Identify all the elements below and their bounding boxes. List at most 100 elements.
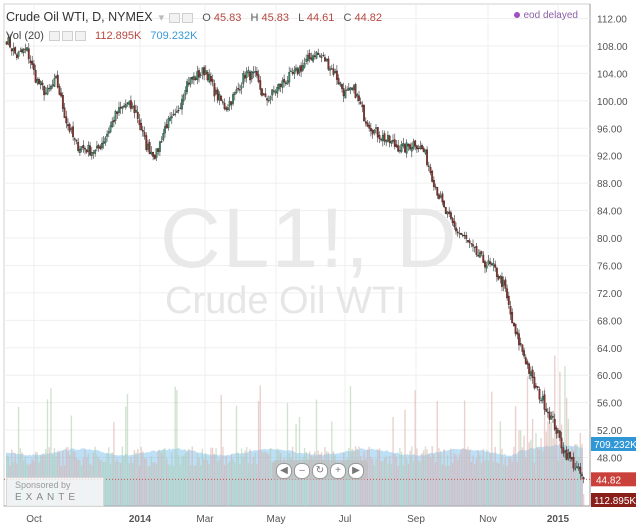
candle-body [456,231,459,233]
volume-bar [349,386,352,506]
candle-body [80,146,83,151]
volume-bar [576,444,578,506]
volume-bar [441,464,444,506]
volume-label[interactable]: Vol (20) [6,30,44,42]
candle-body [106,133,108,137]
candle-body [364,121,367,124]
candle-body [102,141,105,144]
scroll-right-button[interactable]: ▶ [348,463,364,479]
candle-body [107,131,110,134]
volume-bar [46,399,49,506]
volume-bar [281,466,284,506]
watermark-name: Crude Oil WTI [165,280,406,322]
candle-body [7,37,10,45]
candle-body [17,51,20,57]
volume-bar [222,446,224,506]
candle-body [393,139,396,147]
candle-body [427,165,430,167]
reset-button[interactable]: ↻ [312,463,328,479]
candle-body [541,396,544,401]
legend-caret-icon[interactable]: ▾ [158,12,165,24]
x-tick-label: Mar [196,514,214,525]
candle-body [341,84,343,89]
volume-bar [535,433,537,506]
candle-body [53,78,56,87]
candle-body [232,94,234,104]
candle-body [330,68,333,70]
volume-bar [259,385,261,506]
last-price-tag-label: 44.82 [596,475,621,486]
candle-body [130,100,132,109]
candle-body [572,457,575,469]
candle-body [216,89,219,101]
volume-bar [371,459,374,506]
candle-body [436,187,439,196]
candle-body [32,63,35,71]
candle-body [298,67,301,73]
candle-body [227,107,229,111]
candle-body [439,195,442,198]
volume-bar [406,458,408,506]
candle-body [451,218,454,224]
candle-body [254,71,257,73]
candle-body [165,124,168,129]
candle-body [249,71,251,81]
sponsor-box[interactable]: Sponsored by EXANTE [6,477,104,507]
volume-hide-icon[interactable] [48,31,60,42]
volume-bar [189,465,192,506]
volume-bar [104,461,107,506]
candle-body [70,128,73,130]
volume-ma-value: 709.232K [150,30,198,42]
candle-body [39,81,42,86]
candle-body [351,87,354,90]
volume-bar [451,462,454,506]
candle-body [31,60,34,65]
candle-body [203,67,206,76]
volume-bar [555,433,558,506]
candle-body [12,48,15,52]
scroll-left-button[interactable]: ◀ [276,463,292,479]
volume-bar [448,465,450,506]
volume-bar [116,458,118,506]
volume-bar [469,450,471,506]
candle-body [75,139,78,142]
candle-body [443,200,445,208]
candle-body [504,279,507,289]
volume-settings-icon[interactable] [61,31,73,42]
volume-bar [360,456,362,506]
legend-hide-icon[interactable] [169,13,181,24]
zoom-in-button[interactable]: + [330,463,346,479]
candle-body [509,305,512,315]
zoom-out-button[interactable]: – [294,463,310,479]
volume-bar [239,464,241,506]
candle-body [284,82,287,84]
y-tick-label: 104.00 [597,69,628,80]
candle-body [244,75,246,79]
volume-bar [385,455,387,506]
candle-body [264,93,267,97]
candle-body [296,68,299,75]
volume-bar [120,462,122,506]
volume-bar [273,463,275,506]
candle-body [208,73,211,83]
candle-body [194,77,197,80]
candle-body [135,110,137,113]
volume-bar [123,455,125,506]
candle-body [558,430,561,438]
volume-bar [286,403,289,506]
candle-body [111,121,114,128]
candle-body [245,71,248,78]
volume-close-icon[interactable] [74,31,86,42]
candle-body [85,149,88,153]
volume-bar [574,444,576,506]
candle-body [553,419,556,430]
volume-ma-tag [591,437,636,451]
candle-body [60,92,63,97]
candle-body [50,86,52,90]
symbol-title[interactable]: Crude Oil WTI, D, NYMEX [6,10,153,24]
candle-body [400,144,403,153]
candle-body [170,116,173,119]
legend-settings-icon[interactable] [182,13,194,24]
candle-body [385,139,388,143]
